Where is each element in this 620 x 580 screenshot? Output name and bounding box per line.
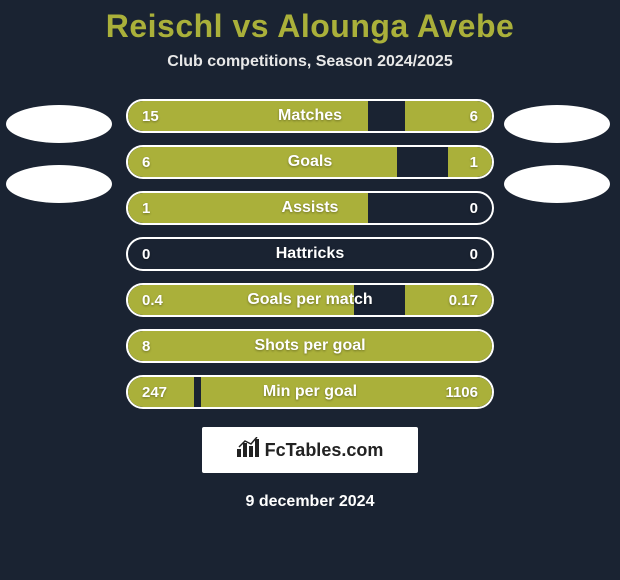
stat-bar: 10Assists <box>126 191 494 225</box>
watermark-text: FcTables.com <box>265 440 384 461</box>
subtitle: Club competitions, Season 2024/2025 <box>0 53 620 71</box>
stat-label: Goals <box>128 153 492 171</box>
stat-label: Min per goal <box>128 383 492 401</box>
stat-bar: 61Goals <box>126 145 494 179</box>
bar-chart-icon <box>237 437 259 463</box>
stat-bars: 156Matches 61Goals 10Assists 00Hattricks 0.4… <box>126 99 494 409</box>
stat-label: Shots per goal <box>128 337 492 355</box>
stat-label: Assists <box>128 199 492 217</box>
stat-label: Matches <box>128 107 492 125</box>
avatar <box>6 165 112 203</box>
right-player-avatars <box>504 99 614 203</box>
stat-bar: 0.40.17Goals per match <box>126 283 494 317</box>
left-player-avatars <box>6 99 116 203</box>
stat-bar: 156Matches <box>126 99 494 133</box>
stats-area: 156Matches 61Goals 10Assists 00Hattricks 0.4… <box>0 99 620 409</box>
stat-bar: 00Hattricks <box>126 237 494 271</box>
date-label: 9 december 2024 <box>0 493 620 511</box>
watermark: FcTables.com <box>202 427 418 473</box>
stat-label: Hattricks <box>128 245 492 263</box>
page-title: Reischl vs Alounga Avebe <box>0 8 620 45</box>
stat-bar: 8Shots per goal <box>126 329 494 363</box>
avatar <box>504 105 610 143</box>
stat-label: Goals per match <box>128 291 492 309</box>
avatar <box>6 105 112 143</box>
stat-bar: 2471106Min per goal <box>126 375 494 409</box>
avatar <box>504 165 610 203</box>
comparison-infographic: Reischl vs Alounga Avebe Club competitio… <box>0 0 620 580</box>
